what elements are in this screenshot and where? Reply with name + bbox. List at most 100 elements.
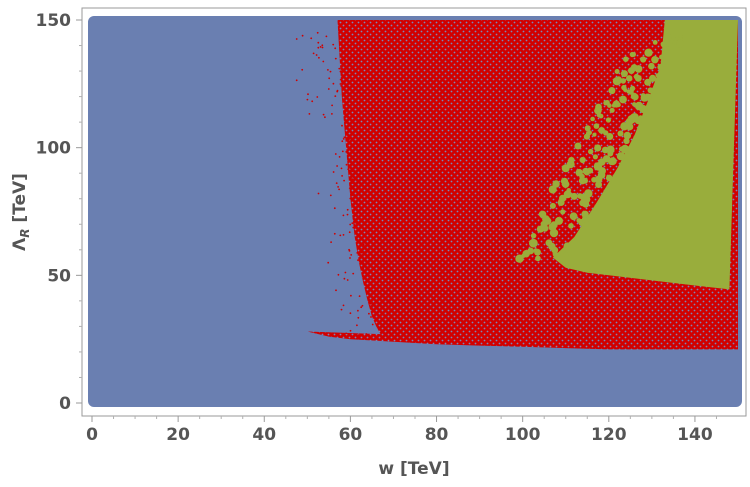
green-point	[611, 103, 617, 108]
red-outlier-point	[308, 113, 311, 115]
green-point	[655, 73, 660, 78]
green-point	[657, 63, 664, 71]
red-outlier-point	[352, 272, 355, 275]
red-outlier-point	[327, 261, 330, 264]
red-outlier-point	[373, 316, 375, 318]
green-point	[606, 133, 614, 140]
y-axis-label: ΛR [TeV]	[10, 173, 32, 251]
red-outlier-point	[315, 54, 318, 56]
red-outlier-point	[334, 47, 337, 50]
red-outlier-point	[360, 251, 363, 254]
green-point	[617, 130, 624, 137]
red-outlier-point	[331, 113, 333, 115]
green-point	[592, 132, 597, 137]
red-outlier-point	[333, 207, 336, 210]
red-outlier-point	[329, 194, 332, 197]
red-outlier-point	[337, 273, 340, 276]
x-tick-label: 20	[166, 425, 190, 445]
red-outlier-point	[332, 82, 335, 85]
green-point	[548, 185, 557, 194]
green-point	[607, 150, 614, 157]
red-outlier-point	[357, 259, 359, 262]
red-outlier-point	[350, 163, 352, 166]
green-point	[594, 144, 602, 152]
red-outlier-point	[342, 304, 345, 307]
red-outlier-point	[349, 223, 352, 226]
red-outlier-point	[351, 173, 354, 176]
red-outlier-point	[358, 295, 361, 297]
green-point	[644, 78, 652, 86]
red-outlier-point	[351, 194, 353, 197]
red-outlier-point	[351, 222, 354, 225]
green-point	[522, 250, 530, 258]
red-outlier-point	[365, 333, 368, 335]
green-point	[644, 48, 653, 57]
red-outlier-point	[339, 78, 342, 81]
green-point	[529, 238, 538, 248]
red-outlier-point	[339, 234, 342, 237]
green-point	[640, 56, 647, 63]
red-outlier-point	[362, 262, 365, 264]
green-point	[627, 114, 637, 124]
green-point	[614, 69, 620, 74]
green-point	[605, 117, 612, 123]
red-outlier-point	[364, 260, 367, 262]
red-outlier-point	[365, 278, 368, 281]
red-outlier-point	[339, 70, 342, 73]
red-outlier-point	[324, 116, 326, 119]
green-point	[676, 39, 684, 48]
green-point	[602, 155, 611, 163]
green-point	[610, 89, 615, 95]
red-outlier-point	[362, 267, 365, 270]
y-tick-label: 100	[36, 139, 72, 159]
x-tick-label: 80	[425, 425, 449, 445]
red-outlier-point	[348, 231, 351, 234]
x-tick-label: 100	[505, 425, 541, 445]
red-outlier-point	[321, 44, 324, 47]
red-outlier-point	[376, 338, 378, 340]
green-point	[620, 78, 626, 84]
red-outlier-point	[352, 217, 355, 220]
red-outlier-point	[369, 302, 372, 305]
green-point	[566, 188, 572, 193]
green-point	[640, 93, 646, 98]
red-outlier-point	[316, 96, 319, 98]
red-outlier-point	[355, 183, 357, 185]
red-outlier-point	[337, 186, 339, 188]
red-outlier-point	[347, 138, 350, 141]
green-point	[596, 112, 602, 118]
green-point	[631, 93, 638, 99]
red-outlier-point	[321, 46, 324, 49]
green-point	[548, 242, 556, 251]
red-outlier-point	[358, 218, 361, 220]
green-point	[581, 210, 589, 218]
red-outlier-point	[334, 153, 337, 155]
green-point	[570, 192, 578, 200]
x-tick-label: 40	[252, 425, 276, 445]
green-point	[552, 251, 559, 258]
green-point	[582, 167, 590, 175]
y-tick-label: 150	[36, 11, 72, 31]
red-outlier-point	[346, 279, 349, 281]
red-outlier-point	[357, 316, 360, 319]
red-outlier-point	[340, 308, 343, 311]
green-point	[616, 102, 621, 108]
green-point	[594, 106, 602, 115]
red-outlier-point	[349, 329, 352, 332]
green-point	[633, 73, 640, 80]
red-outlier-point	[336, 165, 338, 167]
red-outlier-point	[345, 163, 348, 166]
red-outlier-point	[319, 46, 322, 48]
green-point	[579, 173, 585, 180]
y-axis-label-unit: [TeV]	[10, 173, 30, 228]
green-point	[579, 156, 586, 164]
red-outlier-point	[367, 299, 370, 302]
red-outlier-point	[312, 52, 315, 55]
red-outlier-point	[343, 277, 346, 280]
red-outlier-point	[348, 248, 350, 251]
green-point	[659, 54, 664, 60]
red-outlier-point	[350, 294, 352, 297]
green-point	[623, 87, 628, 92]
green-point	[663, 45, 670, 52]
